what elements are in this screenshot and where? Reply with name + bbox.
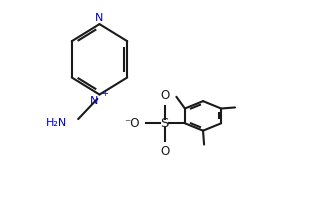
Text: N: N xyxy=(90,96,99,106)
Text: N: N xyxy=(95,13,104,23)
Text: H₂N: H₂N xyxy=(46,118,68,128)
Text: S: S xyxy=(161,117,169,130)
Text: ⁻O: ⁻O xyxy=(125,117,140,130)
Text: +: + xyxy=(101,89,108,98)
Text: O: O xyxy=(160,89,169,102)
Text: O: O xyxy=(160,145,169,158)
